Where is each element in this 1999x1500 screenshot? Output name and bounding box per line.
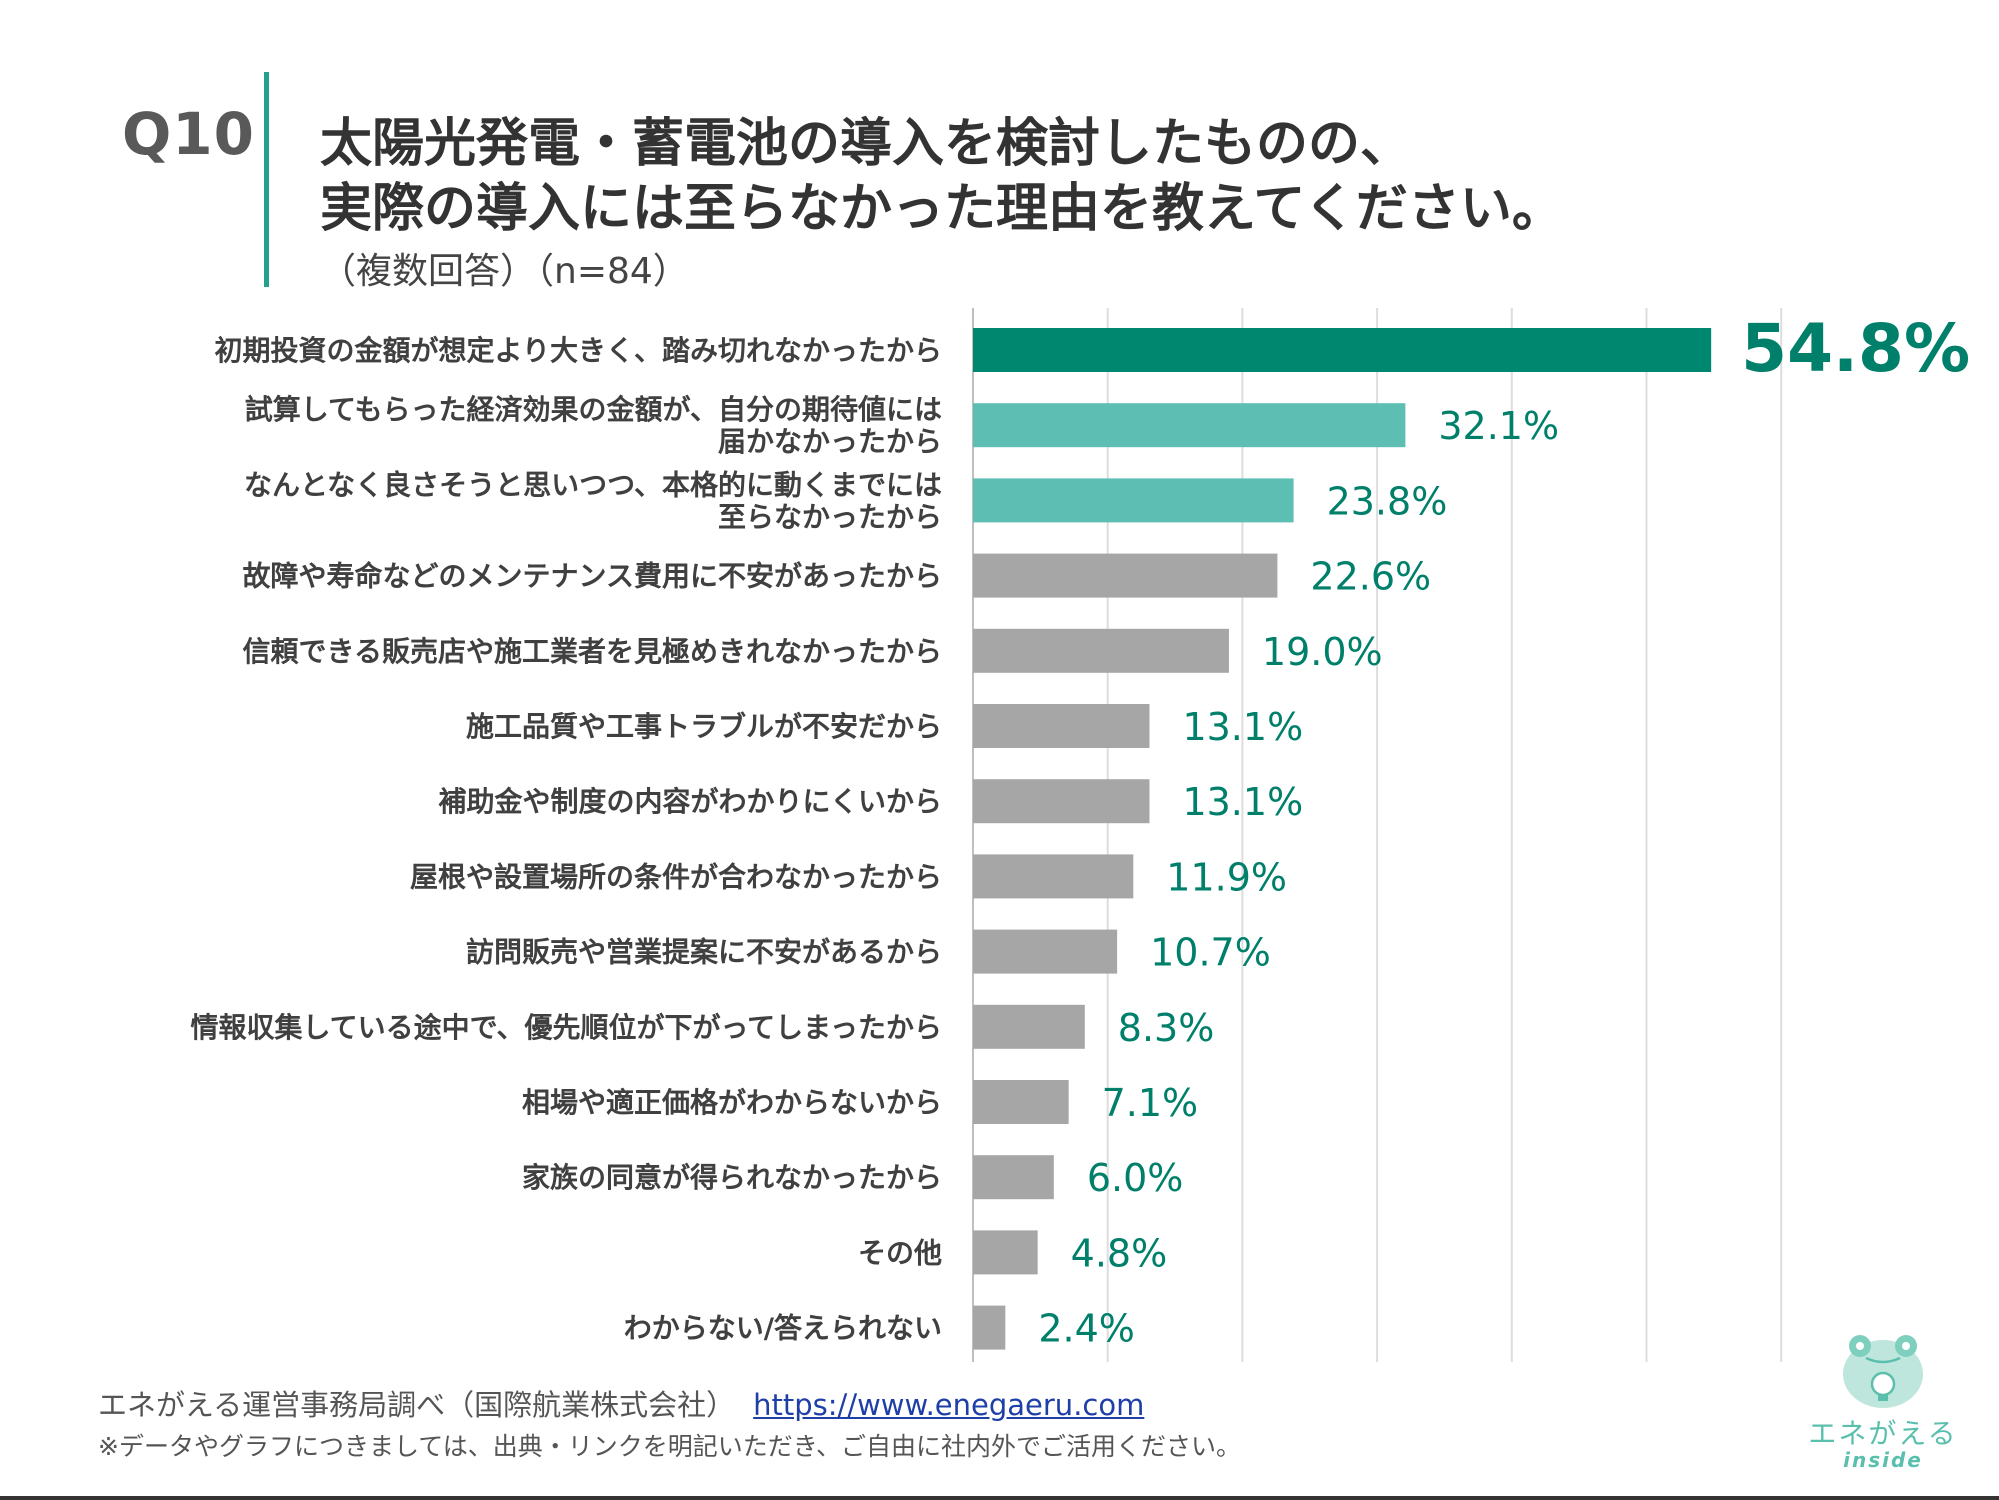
category-labels: 初期投資の金額が想定より大きく、踏み切れなかったから試算してもらった経済効果の金… xyxy=(190,334,942,1345)
value-label: 19.0% xyxy=(1262,630,1383,674)
bar xyxy=(973,328,1712,372)
category-label: 相場や適正価格がわからないから xyxy=(522,1086,942,1119)
bar xyxy=(973,779,1150,824)
category-label: 故障や寿命などのメンテナンス費用に不安があったから xyxy=(243,560,942,593)
source-line: エネがえる運営事務局調べ（国際航業株式会社） https://www.enegae… xyxy=(98,1382,1144,1424)
category-label: 屋根や設置場所の条件が合わなかったから xyxy=(410,860,942,893)
category-label: 試算してもらった経済効果の金額が、自分の期待値には xyxy=(245,393,942,426)
question-title-line1: 太陽光発電・蓄電池の導入を検討したものの、 xyxy=(320,114,1413,174)
value-label: 23.8% xyxy=(1327,479,1448,523)
bar xyxy=(973,1004,1085,1049)
question-title-line2: 実際の導入には至らなかった理由を教えてください。 xyxy=(320,179,1564,239)
value-label: 11.9% xyxy=(1166,855,1287,899)
bar xyxy=(973,854,1134,899)
bar-chart: 初期投資の金額が想定より大きく、踏み切れなかったから試算してもらった経済効果の金… xyxy=(190,308,1970,1362)
category-label: 信頼できる販売店や施工業者を見極めきれなかったから xyxy=(243,635,942,668)
usage-note: ※データやグラフにつきましては、出典・リンクを明記いただき、ご自由に社内外でご活… xyxy=(98,1432,1241,1461)
category-label: 届かなかったから xyxy=(718,425,942,458)
frog-lightbulb-icon xyxy=(1843,1335,1923,1408)
bar xyxy=(973,1080,1069,1124)
bar xyxy=(973,1305,1006,1350)
question-number: Q10 xyxy=(122,100,256,168)
category-label: 施工品質や工事トラブルが不安だから xyxy=(466,710,942,743)
value-labels: 54.8% 32.1% 23.8% 22.6% 19.0% 13.1% 13.1% 11.9%… xyxy=(1038,310,1970,1351)
value-label: 8.3% xyxy=(1118,1006,1215,1050)
logo-text: エネがえる xyxy=(1808,1417,1958,1450)
value-label: 13.1% xyxy=(1182,780,1303,824)
category-label: 至らなかったから xyxy=(718,500,942,533)
title-accent-bar xyxy=(264,72,269,287)
bar xyxy=(973,929,1118,974)
value-label: 22.6% xyxy=(1310,555,1431,599)
category-label: 情報収集している途中で、優先順位が下がってしまったから xyxy=(190,1011,942,1044)
bottom-rule xyxy=(0,1496,1999,1500)
bar xyxy=(973,403,1406,448)
source-link[interactable]: https://www.enegaeru.com xyxy=(753,1388,1145,1422)
category-label: 家族の同意が得られなかったから xyxy=(522,1161,942,1194)
bar xyxy=(973,553,1278,598)
category-label: わからない/答えられない xyxy=(624,1312,942,1345)
value-label: 6.0% xyxy=(1087,1156,1184,1200)
value-label: 2.4% xyxy=(1038,1307,1135,1351)
bar xyxy=(973,1230,1038,1275)
value-label: 10.7% xyxy=(1150,931,1271,975)
category-label: 初期投資の金額が想定より大きく、踏み切れなかったから xyxy=(215,334,942,367)
bars xyxy=(973,328,1712,1350)
bar xyxy=(973,628,1229,673)
category-label: 訪問販売や営業提案に不安があるから xyxy=(466,936,942,969)
question-subtitle: （複数回答）（n=84） xyxy=(320,251,689,292)
bar xyxy=(973,478,1294,523)
value-label: 54.8% xyxy=(1741,310,1970,387)
value-label: 13.1% xyxy=(1182,705,1303,749)
category-label: なんとなく良さそうと思いつつ、本格的に動くまでには xyxy=(244,468,942,501)
value-label: 7.1% xyxy=(1102,1081,1199,1125)
value-label: 32.1% xyxy=(1438,404,1559,448)
value-label: 4.8% xyxy=(1071,1231,1168,1275)
logo-subtext: inside xyxy=(1843,1448,1923,1472)
category-label: 補助金や制度の内容がわかりにくいから xyxy=(438,785,942,818)
bar xyxy=(973,1155,1054,1200)
grid-lines xyxy=(972,308,1783,1362)
bar xyxy=(973,704,1150,748)
category-label: その他 xyxy=(858,1236,942,1269)
source-text: エネがえる運営事務局調べ（国際航業株式会社） xyxy=(98,1388,736,1422)
